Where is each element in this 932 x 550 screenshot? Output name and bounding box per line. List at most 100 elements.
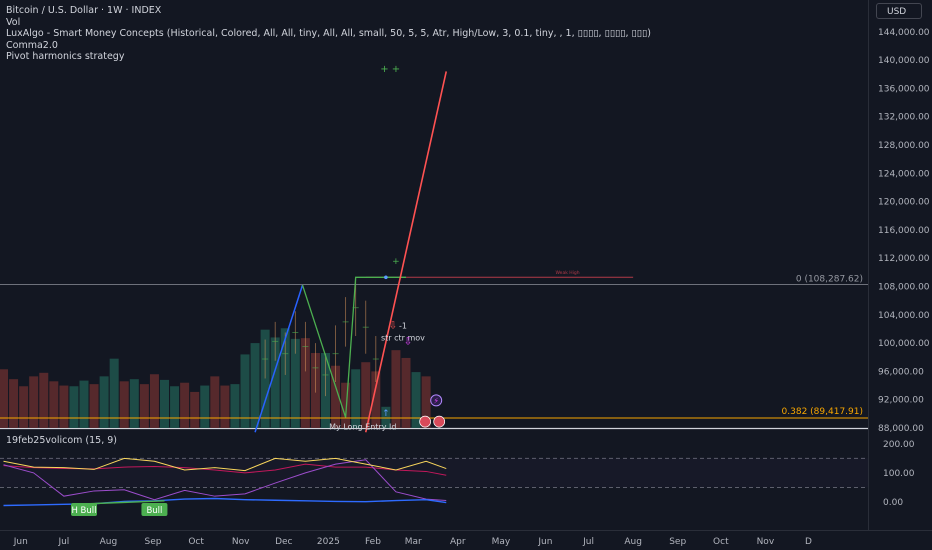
volume-bar	[69, 386, 79, 428]
time-tick-label: Feb	[365, 537, 381, 547]
volume-bar	[149, 374, 159, 428]
volume-bar	[89, 384, 99, 428]
volume-bar	[421, 376, 431, 428]
indicator-vol[interactable]: Vol	[6, 16, 21, 28]
magenta-arrow-icon: ⇩	[404, 337, 412, 348]
volume-bar	[129, 379, 139, 428]
osc-tick-label: 200.00	[883, 440, 915, 450]
volume-bar	[160, 379, 169, 428]
volume-bar	[351, 369, 361, 428]
price-tick-label: 104,000.00	[878, 311, 930, 321]
price-tick-label: 140,000.00	[878, 56, 930, 66]
osc-tick-label: 100.00	[883, 469, 915, 479]
weak-high-label: Weak High	[556, 270, 580, 276]
lightning-icon	[430, 394, 443, 407]
volume-bar	[361, 362, 371, 428]
osc-tick-label: 0.00	[883, 498, 903, 508]
blue-wave-line	[254, 284, 304, 433]
indicator-smc[interactable]: LuxAlgo - Smart Money Concepts (Historic…	[6, 28, 651, 40]
price-tick-label: 92,000.00	[878, 396, 924, 406]
price-tick-label: 112,000.00	[878, 254, 930, 264]
time-tick-label: Aug	[624, 537, 642, 547]
down-arrow-icon: ⇩	[389, 321, 397, 332]
dot-marker	[384, 275, 388, 280]
price-tick-label: 128,000.00	[878, 141, 930, 151]
time-tick-label: Jun	[537, 537, 552, 547]
annotation-minus-one: -1	[399, 322, 407, 331]
oscillator-title[interactable]: 19feb25volicom (15, 9)	[6, 435, 118, 446]
price-tick-label: 100,000.00	[878, 339, 930, 349]
bull-label-box	[141, 503, 168, 516]
currency-button[interactable]: USD	[876, 3, 922, 19]
price-tick-label: 136,000.00	[878, 84, 930, 94]
volume-bar	[180, 382, 190, 428]
time-tick-label: D	[805, 537, 812, 547]
time-tick-label: May	[492, 537, 511, 547]
annotation-long-entry: My Long Entry Id	[329, 423, 396, 432]
volume-bar	[99, 376, 109, 428]
price-tick-label: 96,000.00	[878, 367, 924, 377]
time-tick-label: Jun	[13, 537, 28, 547]
flag-icon	[433, 415, 446, 428]
price-tick-label: 132,000.00	[878, 113, 930, 123]
volume-bar	[240, 354, 250, 428]
plus-marker: +	[392, 257, 400, 267]
time-tick-label: Jul	[57, 537, 69, 547]
volume-bar	[79, 380, 89, 428]
symbol-title[interactable]: Bitcoin / U.S. Dollar · 1W · INDEX	[6, 5, 162, 16]
volume-bar	[139, 384, 149, 428]
volume-bar	[0, 369, 8, 428]
osc-blue-line	[3, 497, 447, 507]
indicator-comma[interactable]: Comma2.0	[6, 39, 58, 51]
time-tick-label: Nov	[232, 537, 250, 547]
time-tick-label: 2025	[317, 537, 340, 547]
volume-bar	[411, 372, 421, 428]
time-tick-label: Mar	[405, 537, 422, 547]
volume-bar	[300, 338, 310, 428]
volume-bar	[270, 337, 280, 428]
volume-bar	[381, 406, 391, 428]
volume-bar	[29, 376, 39, 428]
volume-bar	[109, 358, 119, 428]
time-tick-label: Sep	[669, 537, 686, 547]
time-tick-label: Oct	[713, 537, 729, 547]
volume-bar	[39, 372, 49, 428]
volume-bar	[401, 357, 411, 428]
volume-bar	[250, 343, 260, 428]
volume-bar	[9, 379, 19, 428]
time-tick-label: Nov	[757, 537, 775, 547]
volume-bar	[49, 381, 59, 428]
chart-legend: Bitcoin / U.S. Dollar · 1W · INDEX Vol L…	[6, 5, 651, 63]
time-tick-label: Aug	[100, 537, 118, 547]
price-tick-label: 124,000.00	[878, 169, 930, 179]
green-wave-line	[301, 276, 406, 418]
time-tick-label: Jul	[582, 537, 594, 547]
time-tick-label: Oct	[188, 537, 204, 547]
volume-bar	[190, 391, 200, 428]
lightning-glyph: ⚡	[433, 396, 439, 405]
time-tick-label: Sep	[145, 537, 162, 547]
time-tick-label: Apr	[450, 537, 466, 547]
volume-bar	[200, 385, 210, 428]
osc-yellow-line	[3, 457, 447, 472]
volume-bar	[260, 329, 270, 428]
fib-0-label: 0 (108,287.62)	[796, 274, 863, 284]
time-tick-label: Dec	[275, 537, 292, 547]
volume-bar	[170, 386, 180, 428]
bull-label: Bull	[146, 506, 162, 516]
bull-label: H Bull	[71, 506, 96, 516]
annotation-str-ctr-mov: str ctr mov	[381, 334, 425, 343]
bull-label-box	[71, 503, 97, 516]
volume-bar	[230, 384, 240, 428]
price-tick-label: 120,000.00	[878, 198, 930, 208]
flag-icon	[419, 415, 431, 428]
volume-bar	[119, 381, 129, 428]
indicator-pivot[interactable]: Pivot harmonics strategy	[6, 51, 125, 63]
osc-purple-line	[3, 459, 447, 502]
volume-bar	[371, 371, 381, 428]
plus-marker: + +	[380, 64, 400, 75]
volume-bar	[290, 338, 300, 428]
price-tick-label: 88,000.00	[878, 424, 924, 434]
